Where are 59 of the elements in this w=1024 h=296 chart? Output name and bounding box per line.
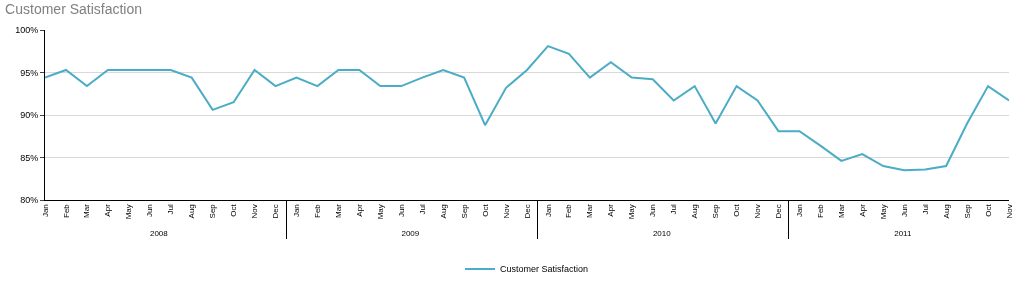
x-tick-label: Jan	[40, 204, 50, 218]
x-tick-label: Feb	[313, 203, 323, 218]
x-tick-label: Jul	[417, 203, 427, 215]
y-tick-label: 80%	[20, 195, 39, 206]
x-tick-label: May	[627, 204, 637, 220]
text: 2011	[894, 229, 912, 239]
x-tick-label: Jun	[396, 204, 406, 218]
x-tick-label: Jan	[543, 204, 553, 218]
x-tick-label: Aug	[941, 204, 951, 219]
x-tick-label: Apr	[354, 203, 364, 217]
x-tick-label: Sep	[711, 203, 721, 219]
x-tick-label: Oct	[480, 203, 490, 217]
x-tick-label: Dec	[774, 204, 784, 219]
x-tick-label: Jul	[669, 203, 679, 215]
y-tick-label: 90%	[20, 110, 39, 121]
x-tick-label: Sep	[962, 203, 972, 219]
x-tick-label: Aug	[438, 204, 448, 219]
x-tick-label: May	[375, 204, 385, 220]
x-tick-label: Apr	[103, 203, 113, 217]
x-tick-label: Feb	[61, 203, 71, 218]
x-tick-label: Dec	[522, 204, 532, 219]
text: 2009	[401, 229, 420, 239]
x-tick-label: Nov	[753, 204, 763, 219]
x-tick-label: Aug	[690, 204, 700, 219]
text: 2008	[149, 229, 169, 239]
line-series	[45, 45, 1009, 172]
x-tick-label: Jan	[795, 204, 805, 218]
legend-label: Customer Satisfaction	[500, 264, 589, 275]
y-tick-label: 85%	[20, 152, 39, 163]
y-tick-label: 95%	[20, 67, 39, 78]
x-tick-label: Sep	[208, 203, 218, 219]
x-tick-label: May	[878, 204, 888, 220]
x-tick-label: Feb	[564, 203, 574, 218]
x-tick-label: Jul	[166, 203, 176, 215]
chart-title: Customer Satisfaction	[5, 1, 143, 18]
x-tick-label: Nov	[501, 204, 511, 219]
x-tick-label: Mar	[82, 203, 92, 218]
x-tick-label: Oct	[229, 203, 239, 217]
x-tick-label: Dec	[271, 204, 281, 219]
x-tick-label: Nov	[250, 204, 260, 219]
x-tick-label: Jun	[648, 204, 658, 218]
x-tick-label: Jun	[145, 204, 155, 218]
x-tick-label: Apr	[857, 203, 867, 217]
x-tick-label: Sep	[459, 203, 469, 219]
x-tick-label: Feb	[815, 203, 825, 218]
y-tick-label: 100%	[15, 25, 39, 36]
x-tick-label: Nov	[1004, 204, 1014, 219]
x-tick-label: May	[124, 204, 134, 220]
x-tick-label: Jul	[920, 203, 930, 215]
x-tick-label: Apr	[606, 203, 616, 217]
x-tick-label: Jun	[899, 204, 909, 218]
x-tick-label: Oct	[983, 203, 993, 217]
x-tick-label: Mar	[585, 203, 595, 218]
x-tick-label: Jan	[292, 204, 302, 218]
x-tick-label: Aug	[187, 204, 197, 219]
x-tick-label: Oct	[732, 203, 742, 217]
x-tick-label: Mar	[333, 203, 343, 218]
x-tick-label: Mar	[836, 203, 846, 218]
text: 2010	[652, 229, 672, 239]
